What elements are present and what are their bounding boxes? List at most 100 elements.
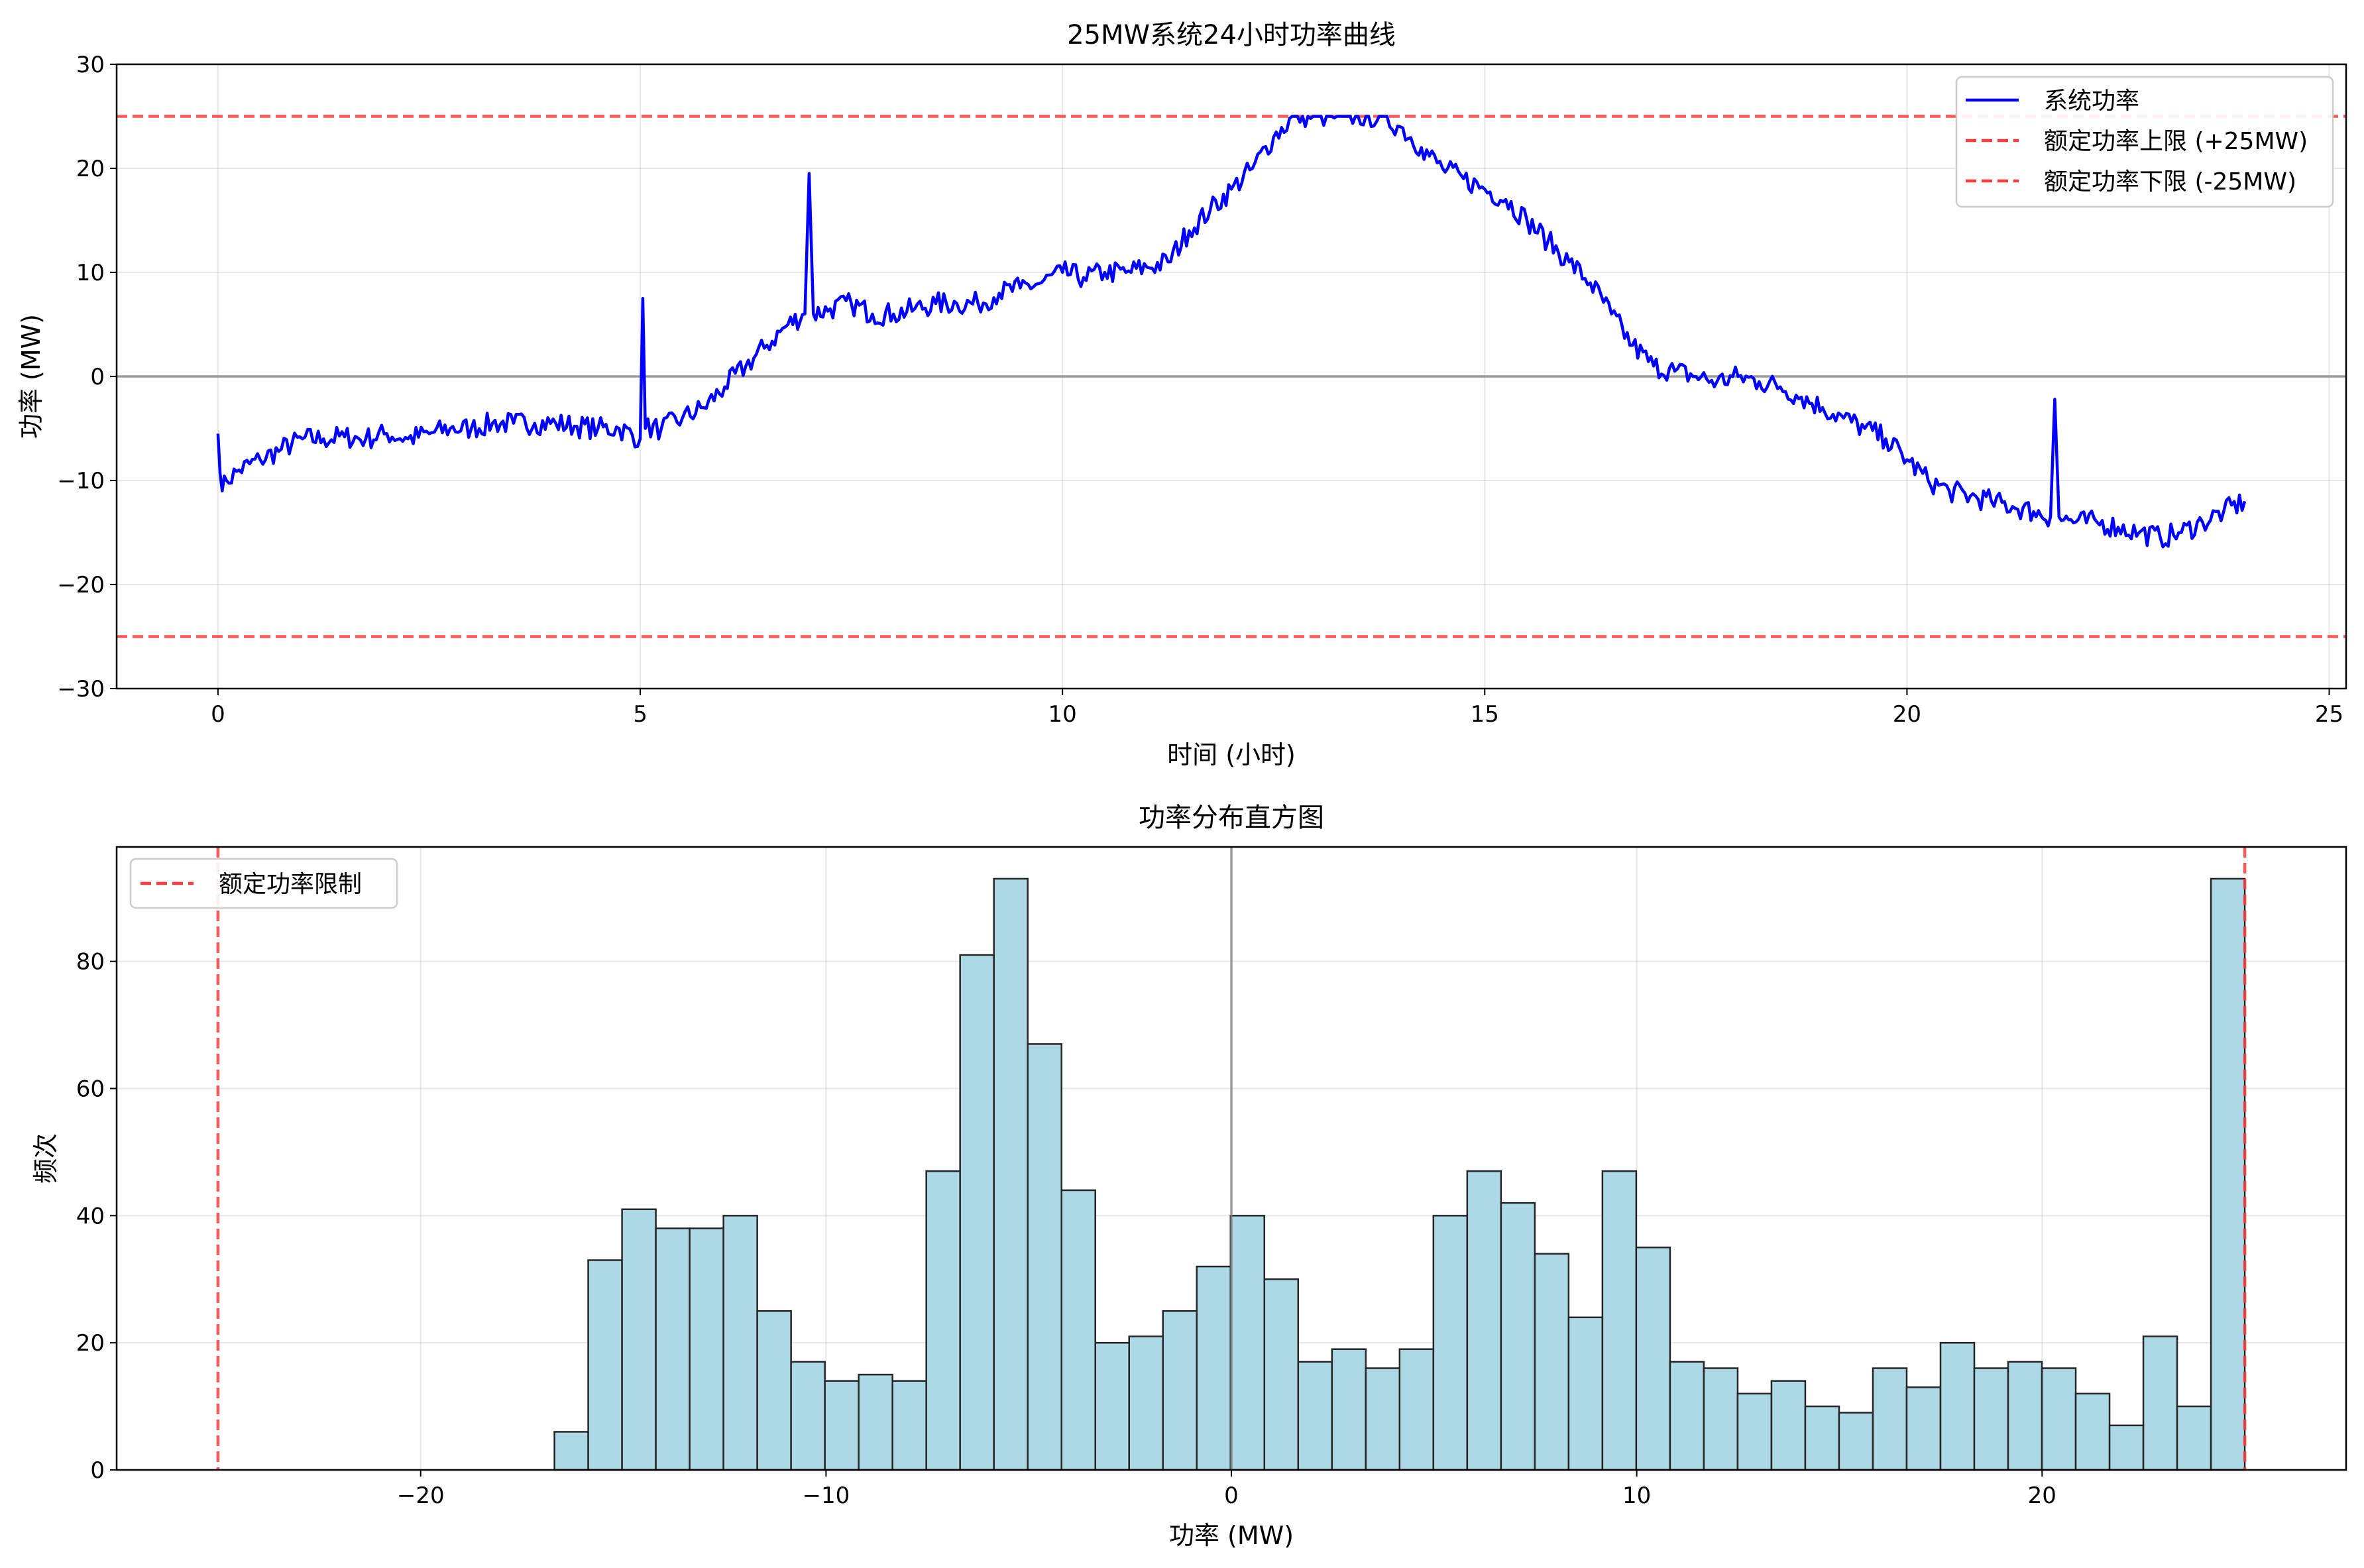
x-axis-label: 功率 (MW) [1169, 1521, 1294, 1550]
x-tick-label: −10 [802, 1483, 850, 1509]
histogram-bar [587, 1259, 623, 1471]
histogram-bar [1094, 1341, 1130, 1471]
histogram-bar [756, 1310, 792, 1471]
y-tick-label: 10 [76, 260, 105, 286]
histogram-bar [1669, 1361, 1705, 1471]
histogram-bar [1601, 1170, 1638, 1471]
legend: 系统功率 额定功率上限 (+25MW) 额定功率下限 (-25MW) [1955, 76, 2334, 208]
histogram-bar [1973, 1367, 2009, 1471]
y-tick-label: 20 [76, 1330, 105, 1357]
y-tick-label: 40 [76, 1203, 105, 1229]
histogram-bar [553, 1431, 589, 1471]
histogram-bar [1162, 1310, 1198, 1471]
legend: 额定功率限制 [129, 858, 398, 909]
x-axis-ticks: 0 5 10 15 20 25 [211, 689, 2343, 728]
plot-area-clip [216, 115, 2247, 549]
histogram-bar [2108, 1424, 2145, 1471]
histogram-bar [1872, 1367, 1908, 1471]
x-tick-label: 10 [1622, 1483, 1651, 1509]
x-tick-label: 15 [1471, 701, 1499, 728]
histogram-bar [891, 1380, 927, 1471]
x-tick-label: 20 [1893, 701, 1921, 728]
x-tick-label: 20 [2028, 1483, 2056, 1509]
y-tick-label: 0 [90, 364, 105, 390]
histogram-bar [1534, 1253, 1570, 1471]
histogram-bar [858, 1373, 893, 1471]
y-tick-label: −10 [57, 468, 105, 494]
histogram-bars [553, 877, 2246, 1471]
histogram-bar [2007, 1361, 2043, 1471]
histogram-bar [1838, 1412, 1874, 1471]
histogram-bar [1229, 1215, 1266, 1471]
y-tick-label: 0 [90, 1457, 105, 1484]
x-tick-label: 10 [1048, 701, 1077, 728]
legend-label-upper-limit: 额定功率上限 (+25MW) [2044, 128, 2308, 155]
y-tick-label: −30 [57, 676, 105, 702]
y-tick-label: 80 [76, 949, 105, 976]
y-tick-label: 60 [76, 1076, 105, 1102]
legend-box [129, 858, 398, 909]
power-histogram-chart: 功率分布直方图 −20 −10 0 10 20 0 20 40 60 80 功率 (MW) 频次… [31, 803, 2347, 1550]
histogram-bar [621, 1208, 657, 1471]
y-axis-label: 功率 (MW) [17, 314, 46, 439]
histogram-bar [689, 1227, 724, 1471]
power-curve-chart: 25MW系统24小时功率曲线 0 5 10 15 20 25 −30 −20 −10 0 10 20… [17, 20, 2347, 769]
histogram-bar [1804, 1405, 1840, 1471]
histogram-bar [925, 1170, 961, 1471]
y-tick-label: 30 [76, 52, 105, 78]
legend-label-system-power: 系统功率 [2044, 87, 2139, 115]
x-tick-label: −20 [397, 1483, 445, 1509]
histogram-bar [2142, 1335, 2178, 1471]
histogram-bar [1500, 1202, 1536, 1471]
x-tick-label: 5 [633, 701, 647, 728]
histogram-bar [959, 954, 995, 1471]
histogram-bar [1365, 1367, 1401, 1471]
y-axis-ticks: 0 20 40 60 80 [76, 949, 117, 1484]
histogram-bar [1466, 1170, 1502, 1471]
legend-label-lower-limit: 额定功率下限 (-25MW) [2044, 168, 2296, 196]
histogram-bar [1060, 1189, 1096, 1471]
legend-box [1955, 76, 2334, 208]
histogram-bar [1297, 1361, 1333, 1471]
chart-title: 25MW系统24小时功率曲线 [1067, 20, 1396, 50]
x-tick-label: 0 [211, 701, 225, 728]
histogram-bar [1567, 1316, 1604, 1471]
y-tick-label: 20 [76, 156, 105, 182]
histogram-bar [1432, 1215, 1469, 1471]
reference-lines [216, 847, 2247, 1470]
histogram-bar [1939, 1341, 1976, 1471]
histogram-bar [1905, 1386, 1942, 1471]
histogram-bar [2041, 1367, 2077, 1471]
histogram-bar [1196, 1265, 1232, 1471]
histogram-bar [1128, 1335, 1164, 1471]
histogram-bar [2176, 1405, 2212, 1471]
histogram-bar [655, 1227, 691, 1471]
histogram-bar [1398, 1348, 1435, 1471]
chart-title: 功率分布直方图 [1139, 803, 1324, 833]
histogram-bar [1635, 1247, 1671, 1471]
histogram-bar [1770, 1380, 1807, 1471]
histogram-bar [993, 877, 1029, 1471]
histogram-bar [2074, 1392, 2111, 1471]
histogram-bar [2210, 877, 2246, 1471]
histogram-bar [1263, 1278, 1300, 1471]
histogram-bar [1027, 1043, 1062, 1471]
x-axis-ticks: −20 −10 0 10 20 [397, 1470, 2056, 1509]
histogram-bar [722, 1215, 758, 1471]
x-tick-label: 0 [1224, 1483, 1239, 1509]
x-axis-label: 时间 (小时) [1167, 740, 1296, 769]
x-tick-label: 25 [2315, 701, 2343, 728]
histogram-bar [824, 1380, 860, 1471]
y-axis-ticks: −30 −20 −10 0 10 20 30 [57, 52, 117, 702]
series-line-system-power [216, 115, 2247, 549]
histogram-bar [1331, 1348, 1367, 1471]
y-tick-label: −20 [57, 572, 105, 598]
histogram-bar [790, 1361, 826, 1471]
y-axis-label: 频次 [31, 1133, 60, 1184]
reference-lines [117, 115, 2346, 638]
legend-label-rated-limit: 额定功率限制 [219, 871, 362, 898]
histogram-bar [1736, 1392, 1773, 1471]
histogram-bar [1703, 1367, 1739, 1471]
